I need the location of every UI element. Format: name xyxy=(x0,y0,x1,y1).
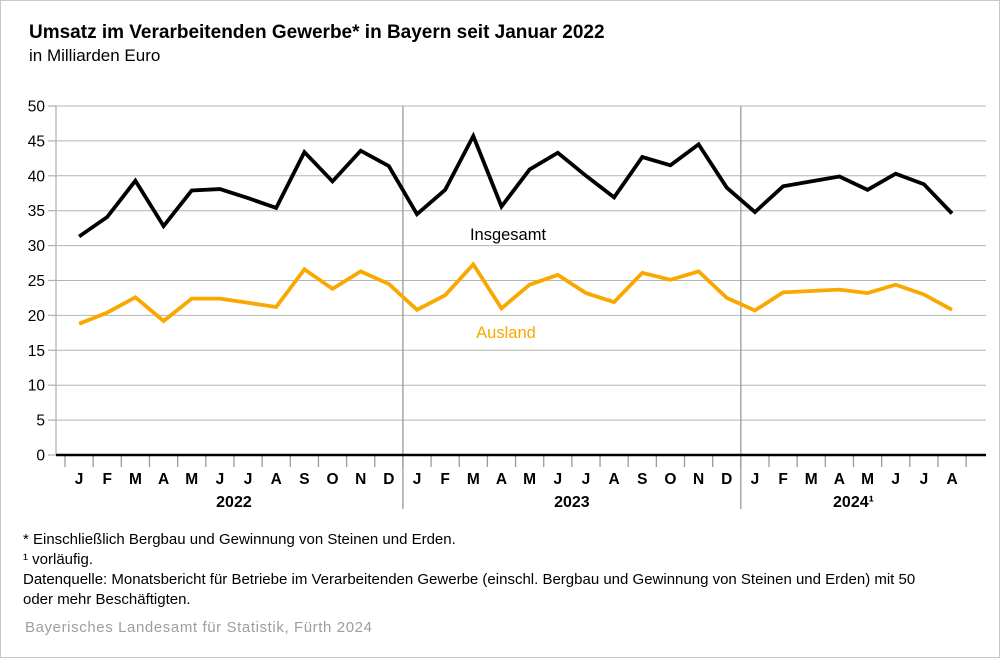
month-label: A xyxy=(271,471,282,488)
month-label: N xyxy=(693,471,704,488)
month-label: M xyxy=(467,471,480,488)
footnote-asterisk: * Einschließlich Bergbau und Gewinnung v… xyxy=(23,531,456,548)
month-label: S xyxy=(299,471,309,488)
footnotes: * Einschließlich Bergbau und Gewinnung v… xyxy=(23,530,948,610)
month-label: S xyxy=(637,471,647,488)
year-label: 2022 xyxy=(216,494,252,511)
month-label: A xyxy=(834,471,845,488)
month-label: J xyxy=(920,471,929,488)
page-title: Umsatz im Verarbeitenden Gewerbe* in Bay… xyxy=(29,22,605,43)
y-axis-label: 30 xyxy=(28,238,46,255)
month-label: J xyxy=(751,471,760,488)
month-label: M xyxy=(129,471,142,488)
y-axis-label: 50 xyxy=(28,99,46,116)
month-label: M xyxy=(523,471,536,488)
series-label-insgesamt: Insgesamt xyxy=(470,226,547,244)
y-axis-label: 20 xyxy=(28,308,46,325)
month-label: F xyxy=(778,471,787,488)
y-axis-label: 40 xyxy=(28,168,46,185)
data-source-note: Datenquelle: Monatsbericht für Betriebe … xyxy=(23,571,916,608)
month-label: D xyxy=(721,471,732,488)
month-label: J xyxy=(582,471,591,488)
month-label: F xyxy=(440,471,449,488)
month-label: J xyxy=(216,471,225,488)
y-axis-label: 10 xyxy=(28,378,46,395)
y-axis-label: 0 xyxy=(36,448,45,465)
series-insgesamt xyxy=(78,131,954,239)
footnote-preliminary: ¹ vorläufig. xyxy=(23,551,94,568)
page-subtitle: in Milliarden Euro xyxy=(29,46,161,65)
series-label-ausland: Ausland xyxy=(476,324,536,342)
y-axis-label: 5 xyxy=(36,413,45,430)
month-label: A xyxy=(609,471,620,488)
month-label: O xyxy=(326,471,338,488)
month-label: J xyxy=(244,471,253,488)
publisher-credit: Bayerisches Landesamt für Statistik, Für… xyxy=(25,619,373,636)
month-label: M xyxy=(185,471,198,488)
month-label: J xyxy=(75,471,84,488)
year-label: 2024¹ xyxy=(833,494,874,511)
month-label: J xyxy=(413,471,422,488)
month-label: A xyxy=(946,471,957,488)
month-label: A xyxy=(496,471,507,488)
y-axis-label: 35 xyxy=(28,203,45,220)
y-axis-label: 45 xyxy=(28,133,45,150)
y-axis-label: 25 xyxy=(28,273,45,290)
series-ausland xyxy=(78,261,953,326)
month-label: A xyxy=(158,471,169,488)
month-label: J xyxy=(891,471,900,488)
month-label: J xyxy=(553,471,562,488)
y-axis-label: 15 xyxy=(28,343,45,360)
month-label: D xyxy=(383,471,394,488)
month-label: M xyxy=(861,471,874,488)
month-label: M xyxy=(805,471,818,488)
month-label: F xyxy=(103,471,112,488)
month-label: O xyxy=(664,471,676,488)
month-label: N xyxy=(355,471,366,488)
chart-header: Umsatz im Verarbeitenden Gewerbe* in Bay… xyxy=(29,21,605,67)
year-label: 2023 xyxy=(554,494,590,511)
